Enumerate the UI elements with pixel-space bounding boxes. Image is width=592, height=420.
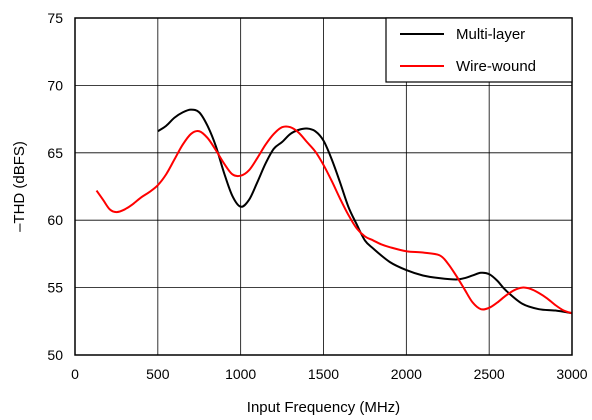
y-axis-label: –THD (dBFS) xyxy=(11,141,28,232)
x-tick-labels: 0 500 1000 1500 2000 2500 3000 xyxy=(71,366,588,382)
y-tick-label: 70 xyxy=(47,77,63,93)
y-tick-label: 60 xyxy=(47,212,63,228)
y-tick-labels: 50 55 60 65 70 75 xyxy=(47,10,63,363)
x-tick-label: 0 xyxy=(71,366,79,382)
y-tick-label: 50 xyxy=(47,347,63,363)
x-tick-label: 2000 xyxy=(391,366,422,382)
x-tick-label: 2500 xyxy=(474,366,505,382)
legend-label-wire-wound: Wire-wound xyxy=(456,58,536,75)
legend-label-multi-layer: Multi-layer xyxy=(456,26,525,43)
x-tick-label: 3000 xyxy=(556,366,587,382)
series-line-multi-layer xyxy=(157,108,573,315)
x-axis-label: Input Frequency (MHz) xyxy=(247,399,400,416)
legend: Multi-layer Wire-wound xyxy=(385,17,573,83)
plot-frame xyxy=(74,17,573,356)
series-line-wire-wound xyxy=(95,125,573,315)
series-lines xyxy=(95,108,573,315)
y-tick-label: 55 xyxy=(47,280,63,296)
x-tick-label: 500 xyxy=(146,366,170,382)
x-tick-label: 1000 xyxy=(225,366,256,382)
legend-box xyxy=(385,17,573,83)
grid xyxy=(75,18,572,355)
y-tick-label: 65 xyxy=(47,145,63,161)
y-tick-label: 75 xyxy=(47,10,63,26)
x-tick-label: 1500 xyxy=(308,366,339,382)
